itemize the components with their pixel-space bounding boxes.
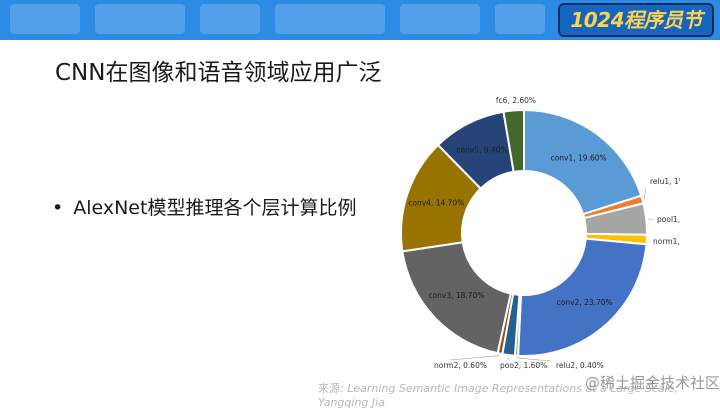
- banner-doodle: [10, 4, 80, 34]
- data-label-fc6: fc6, 2.60%: [496, 96, 536, 105]
- data-label-conv5: conv5, 9.40%: [456, 146, 507, 155]
- header-banner: 1024程序员节: [0, 0, 720, 40]
- data-label-conv4: conv4, 14.70%: [408, 199, 464, 208]
- slide-title: CNN在图像和语音领域应用广泛: [55, 53, 381, 87]
- bullet-text: AlexNet模型推理各个层计算比例: [73, 197, 356, 219]
- data-label-relu1: relu1, 1%: [650, 177, 680, 186]
- source-label: 来源:: [318, 382, 344, 395]
- data-label-pool1: pool1, 4%: [657, 215, 680, 224]
- banner-doodle: [495, 4, 545, 34]
- banner-doodle: [95, 4, 185, 34]
- watermark: @稀土掘金技术社区: [585, 372, 720, 393]
- bullet-marker: •: [52, 197, 63, 219]
- leader-line-relu1: [644, 188, 646, 199]
- data-label-poo2: poo2, 1.60%: [500, 361, 547, 370]
- banner-doodle: [400, 4, 480, 34]
- data-label-conv1: conv1, 19.60%: [551, 153, 607, 162]
- data-label-relu2: relu2, 0.40%: [556, 361, 604, 370]
- leader-line-norm2: [450, 356, 500, 360]
- data-label-norm2: norm2, 0.60%: [434, 361, 487, 370]
- data-label-conv3: conv3, 18.70%: [428, 291, 484, 300]
- bullet-item: • AlexNet模型推理各个层计算比例: [52, 193, 356, 220]
- donut-chart: conv1, 19.60% relu1, 1% pool1, 4% norm1, 1.…: [380, 88, 680, 378]
- data-label-conv2: conv2, 23.70%: [557, 298, 613, 307]
- banner-doodle: [275, 4, 385, 34]
- data-label-norm1: norm1, 1.20%: [653, 237, 680, 246]
- leader-line-pool1: [648, 219, 653, 220]
- banner-doodle: [200, 4, 260, 34]
- brand-logo: 1024程序员节: [558, 3, 714, 37]
